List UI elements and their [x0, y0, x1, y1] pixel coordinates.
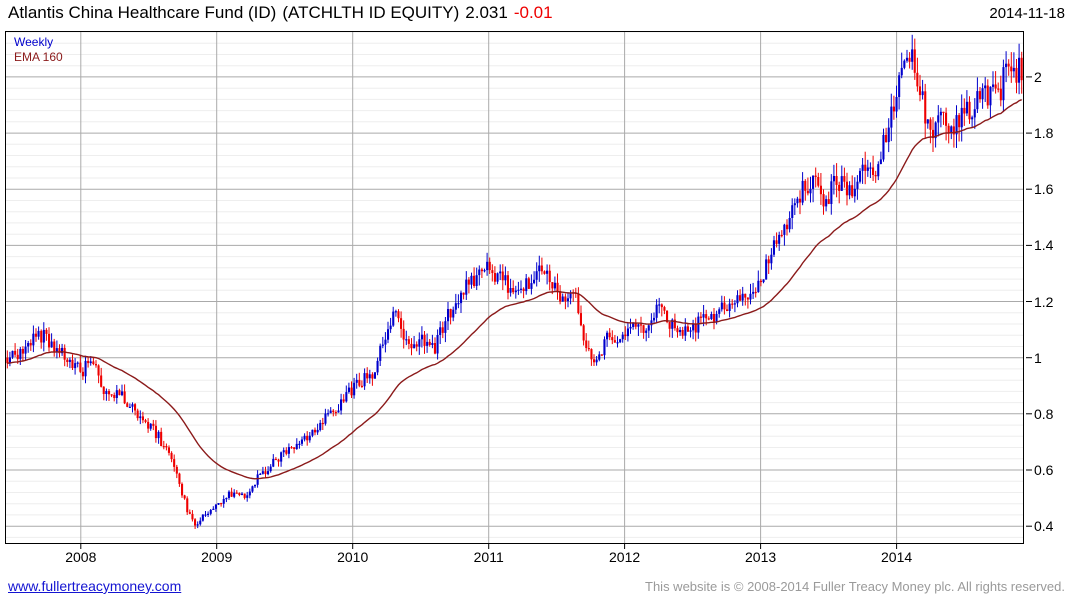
y-axis-tick-label: 0.8 [1034, 405, 1054, 422]
chart-legend: Weekly EMA 160 [14, 35, 63, 65]
y-axis-tick-label: 1 [1034, 349, 1042, 366]
y-axis-tick-label: 1.6 [1034, 181, 1054, 198]
chart-plot-area[interactable]: Weekly EMA 160 [5, 31, 1024, 544]
page-footer: www.fullertreacymoney.com This website i… [0, 576, 1075, 600]
y-axis: 0.4 0.6 0.8 1 1.2 1.4 1.6 1.8 2 [1026, 31, 1072, 544]
x-axis-tick-label: 2011 [473, 549, 504, 565]
y-axis-tick-label: 1.4 [1034, 237, 1054, 254]
y-axis-tick-label: 0.6 [1034, 462, 1054, 478]
price-change: -0.01 [513, 3, 553, 22]
y-axis-tick-label: 1.2 [1034, 293, 1054, 310]
legend-item-weekly: Weekly [14, 35, 54, 49]
chart-gridlines [6, 32, 1023, 543]
chart-title: Atlantis China Healthcare Fund (ID) (ATCH… [8, 3, 553, 23]
x-axis-tick-label: 2012 [609, 549, 641, 565]
x-axis-tick-label: 2010 [337, 549, 369, 565]
x-axis-tick-label: 2008 [65, 549, 97, 565]
instrument-symbol: (ATCHLTH ID EQUITY) [282, 3, 460, 22]
y-axis-tick-label: 2 [1034, 68, 1042, 85]
chart-header: Atlantis China Healthcare Fund (ID) (ATCH… [0, 0, 1075, 28]
y-axis-tick-label: 0.4 [1034, 518, 1054, 535]
price-series-candlesticks [6, 34, 1023, 529]
x-axis: 2008 2009 2010 2011 2012 2013 2014 [0, 544, 1075, 568]
as-of-date: 2014-11-18 [989, 5, 1065, 22]
x-axis-tick-label: 2013 [745, 549, 777, 565]
instrument-name: Atlantis China Healthcare Fund (ID) [8, 3, 277, 22]
x-axis-tick-label: 2014 [881, 549, 913, 565]
last-price: 2.031 [465, 3, 508, 22]
x-axis-tick-label: 2009 [201, 549, 233, 565]
y-axis-tick-label: 1.8 [1034, 125, 1054, 142]
legend-item-ema: EMA 160 [14, 50, 63, 64]
copyright-notice: This website is © 2008-2014 Fuller Treac… [645, 579, 1065, 594]
site-url-link[interactable]: www.fullertreacymoney.com [8, 578, 182, 594]
